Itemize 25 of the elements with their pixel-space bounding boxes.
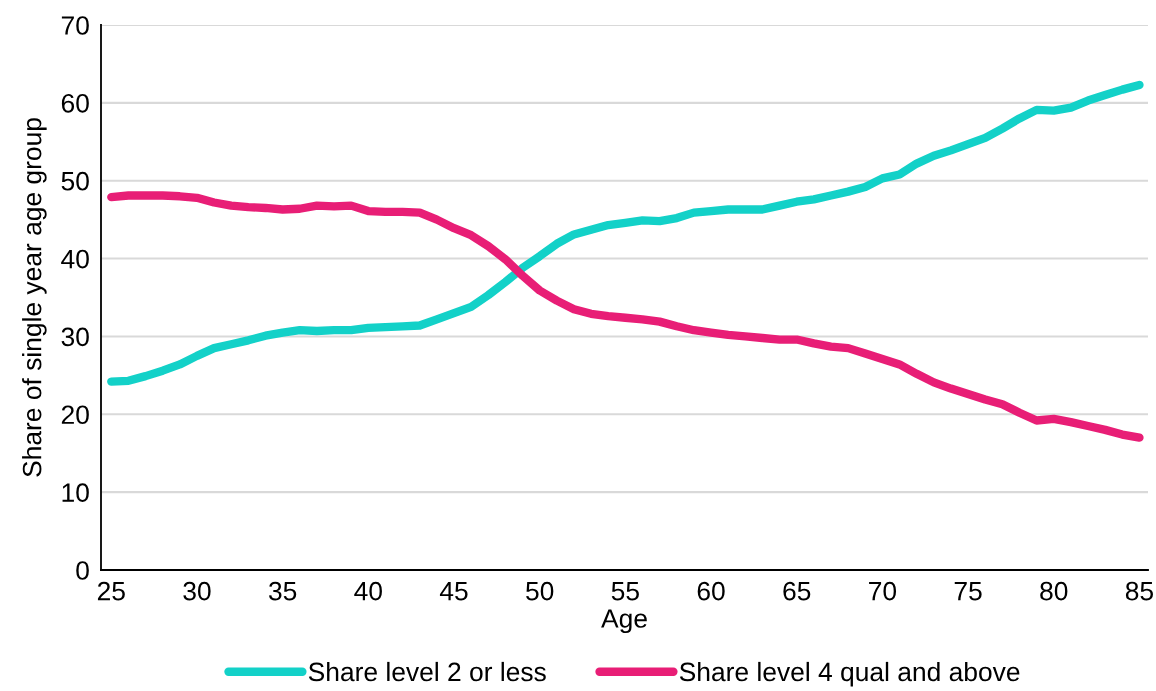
- legend-label: Share level 2 or less: [308, 661, 546, 682]
- x-tick-label: 85: [1125, 581, 1153, 601]
- x-tick-label: 25: [97, 581, 125, 601]
- y-tick-label: 40: [61, 249, 89, 269]
- x-tick-label: 45: [439, 582, 468, 601]
- x-tick-label: 75: [954, 582, 982, 601]
- legend-label: Share level 4 qual and above: [679, 661, 1020, 687]
- y-tick-label: 60: [61, 93, 89, 113]
- x-tick-label: 50: [526, 581, 554, 601]
- x-tick-label: 40: [354, 581, 382, 601]
- y-tick-label: 20: [61, 405, 89, 425]
- x-tick-label: 65: [783, 581, 811, 601]
- y-tick-label: 30: [61, 327, 89, 347]
- x-tick-label: 80: [1040, 581, 1068, 601]
- y-tick-label: 70: [61, 16, 89, 35]
- y-tick-label: 0: [76, 561, 89, 580]
- x-tick-label: 30: [183, 581, 211, 601]
- y-tick-label: 50: [61, 171, 89, 191]
- x-axis-title: Age: [601, 609, 647, 634]
- y-axis-title: Share of single year age group: [22, 118, 47, 477]
- y-tick-label: 10: [62, 483, 89, 502]
- x-tick-label: 55: [611, 582, 639, 601]
- x-tick-label: 60: [697, 581, 725, 601]
- x-tick-label: 35: [268, 581, 297, 601]
- x-tick-label: 70: [869, 581, 897, 601]
